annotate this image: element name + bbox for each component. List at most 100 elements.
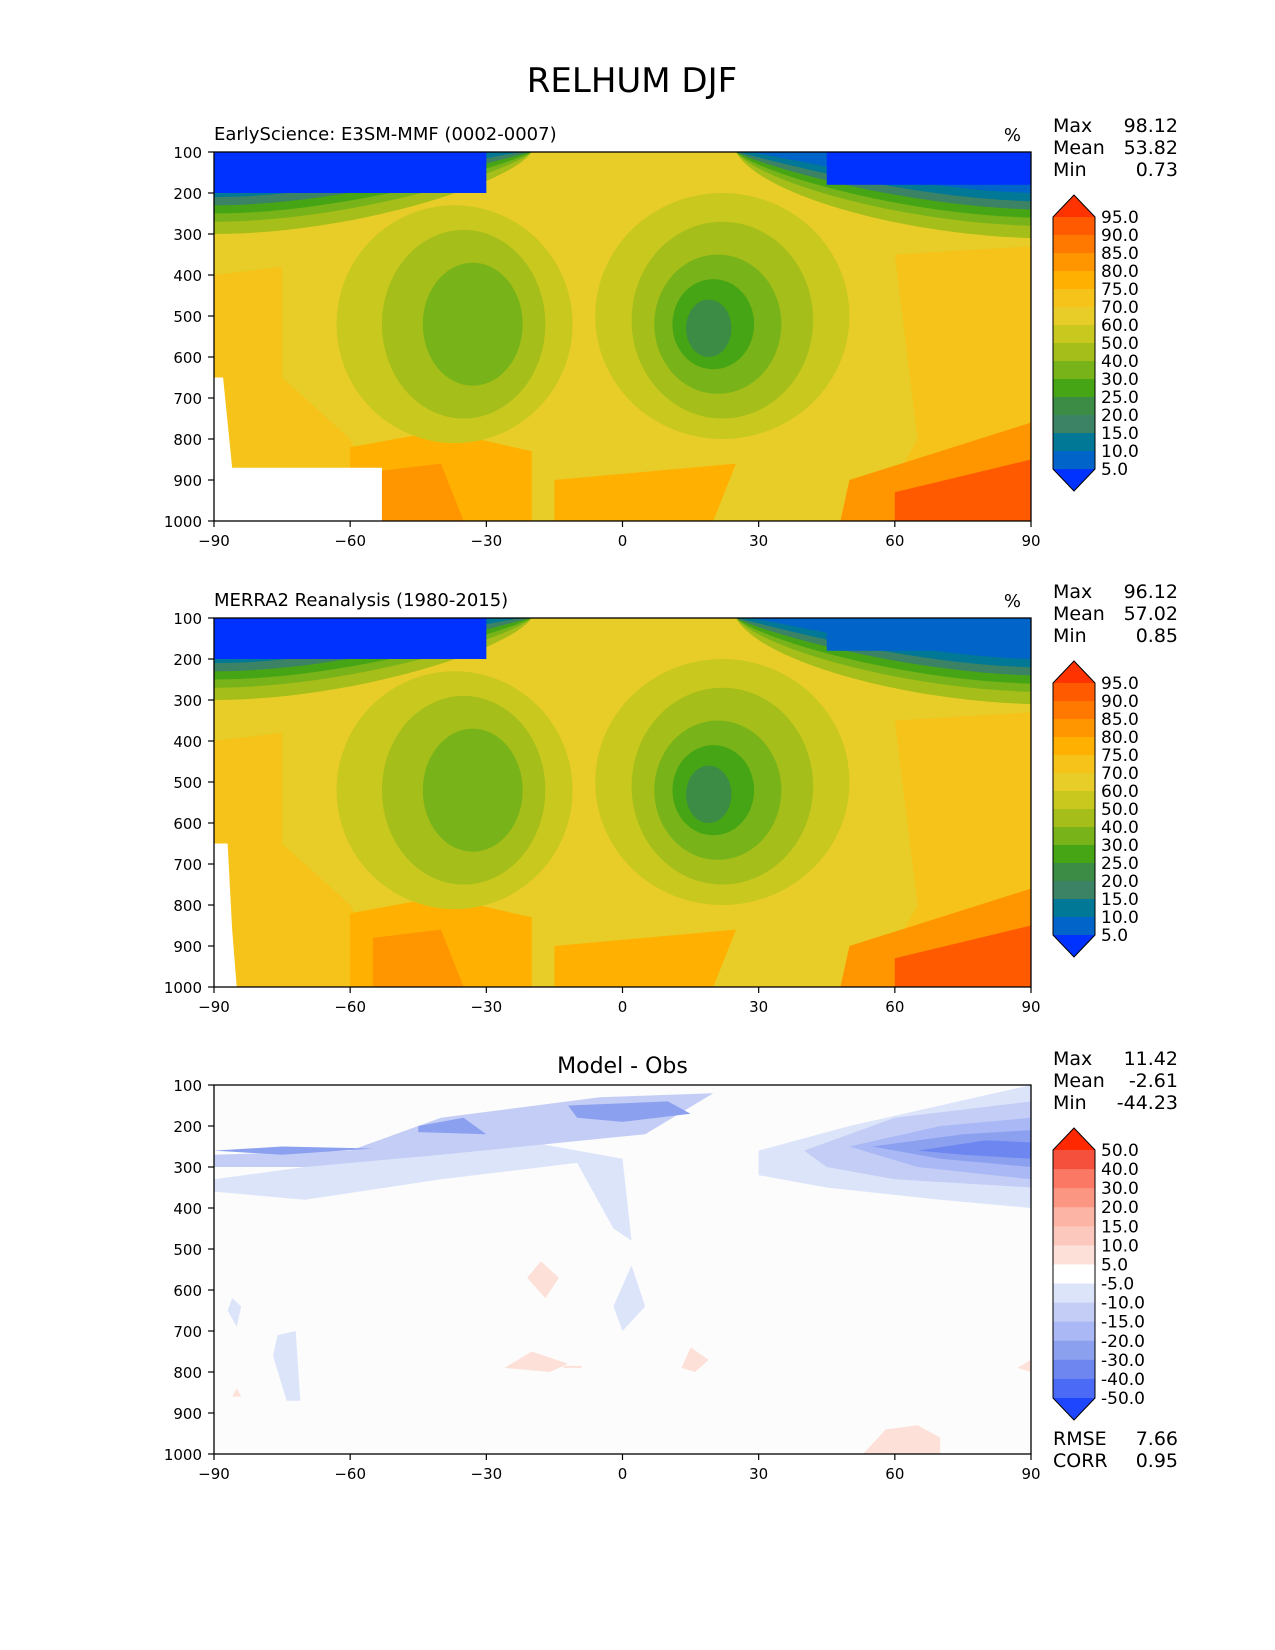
- colorbar: 95.090.085.080.075.070.060.050.040.030.0…: [1052, 660, 1139, 958]
- colorbar-segment: [1053, 271, 1095, 290]
- field-contour-pos-4: [863, 1425, 941, 1454]
- colorbar-segment: [1053, 1226, 1095, 1246]
- colorbar-level-label: 20.0: [1101, 1198, 1139, 1218]
- colorbar-segment: [1053, 773, 1095, 792]
- stat-label: Mean: [1053, 1070, 1105, 1092]
- stat-value: 11.42: [1124, 1048, 1178, 1070]
- x-tick-label: −90: [198, 1465, 230, 1483]
- colorbar-segment: [1053, 343, 1095, 362]
- y-tick-label: 500: [173, 774, 202, 792]
- x-tick-label: −90: [198, 998, 230, 1016]
- x-tick-label: 90: [1021, 998, 1040, 1016]
- y-tick-label: 800: [173, 897, 202, 915]
- colorbar-level-label: 10.0: [1101, 442, 1139, 462]
- colorbar-level-label: 80.0: [1101, 728, 1139, 748]
- colorbar-segment: [1053, 899, 1095, 918]
- field-contour-neg-small-1: [227, 1298, 242, 1327]
- x-tick-label: 90: [1021, 1465, 1040, 1483]
- colorbar-level-label: 75.0: [1101, 746, 1139, 766]
- y-tick-label: 100: [173, 1077, 202, 1095]
- field-contour-neg-9: [214, 1146, 373, 1155]
- field-contour-upper-min-nh: [826, 618, 1031, 651]
- colorbar-level-label: 70.0: [1101, 764, 1139, 784]
- y-tick-label: 1000: [164, 1446, 202, 1464]
- colorbar-level-label: 50.0: [1101, 1141, 1139, 1161]
- colorbar-level-label: -5.0: [1101, 1275, 1134, 1295]
- colorbar-segment: [1053, 791, 1095, 810]
- y-tick-label: 700: [173, 1323, 202, 1341]
- colorbar-level-label: 15.0: [1101, 890, 1139, 910]
- colorbar-outline: [1052, 1127, 1096, 1421]
- x-tick-label: 30: [749, 532, 768, 550]
- x-tick-label: 60: [885, 1465, 904, 1483]
- colorbar-level-label: -30.0: [1101, 1351, 1145, 1371]
- colorbar-segment: [1053, 235, 1095, 254]
- panel-title: Model - Obs: [557, 1054, 688, 1079]
- y-tick-label: 100: [173, 610, 202, 628]
- colorbar-level-label: 10.0: [1101, 908, 1139, 928]
- x-tick-label: −60: [334, 1465, 366, 1483]
- colorbar-segment: [1053, 1359, 1095, 1380]
- colorbar-level-label: 95.0: [1101, 674, 1139, 694]
- colorbar-segment: [1053, 881, 1095, 900]
- y-tick-label: 400: [173, 733, 202, 751]
- colorbar-segment: [1053, 1150, 1095, 1170]
- colorbar-segment: [1053, 1378, 1095, 1399]
- colorbar-segment: [1053, 827, 1095, 846]
- colorbar-level-label: 85.0: [1101, 710, 1139, 730]
- colorbar-segment: [1053, 1340, 1095, 1361]
- x-tick-label: −30: [471, 532, 503, 550]
- y-tick-label: 1000: [164, 979, 202, 997]
- field-contour-warm-6: [372, 463, 464, 521]
- colorbar-segment: [1053, 701, 1095, 720]
- stat-label: Max: [1053, 1048, 1092, 1070]
- stat-label: Max: [1053, 581, 1092, 603]
- colorbar-level-label: 15.0: [1101, 1217, 1139, 1237]
- missing-data-region: [214, 377, 382, 521]
- colorbar-level-label: 85.0: [1101, 244, 1139, 264]
- colorbar-level-label: 50.0: [1101, 334, 1139, 354]
- colorbar-level-label: -50.0: [1101, 1389, 1145, 1409]
- y-tick-label: 800: [173, 1364, 202, 1382]
- colorbar-segment: [1053, 415, 1095, 434]
- stat-value: -44.23: [1117, 1092, 1178, 1114]
- colorbar-segment: [1053, 289, 1095, 308]
- y-tick-label: 200: [173, 1118, 202, 1136]
- colorbar-segment: [1053, 307, 1095, 326]
- field-contour-dry-2: [422, 262, 523, 386]
- field-contour-warm-3: [554, 929, 736, 987]
- x-tick-label: 0: [618, 532, 628, 550]
- field-contour-dry-7: [686, 299, 732, 357]
- y-tick-label: 400: [173, 1200, 202, 1218]
- colorbar-segment: [1053, 451, 1095, 470]
- y-tick-label: 300: [173, 226, 202, 244]
- panel-units: %: [1004, 591, 1021, 612]
- colorbar-level-label: 75.0: [1101, 280, 1139, 300]
- colorbar-segment: [1053, 325, 1095, 344]
- colorbar-segment: [1053, 1169, 1095, 1189]
- x-tick-label: 0: [618, 1465, 628, 1483]
- field-contour-warm-5: [894, 925, 1031, 987]
- field-contour-warm-3: [554, 463, 736, 521]
- y-tick-label: 600: [173, 1282, 202, 1300]
- y-tick-label: 500: [173, 308, 202, 326]
- colorbar-level-label: 90.0: [1101, 226, 1139, 246]
- field-contour-pos-2: [563, 1365, 582, 1368]
- panel-field: [214, 152, 1031, 521]
- stat-value: 7.66: [1136, 1428, 1178, 1450]
- colorbar-level-label: -10.0: [1101, 1294, 1145, 1314]
- colorbar-extend-bottom: [1053, 469, 1095, 491]
- field-contour-upper-min-nh: [826, 152, 1031, 185]
- colorbar-level-label: 30.0: [1101, 1179, 1139, 1199]
- colorbar-segment: [1053, 917, 1095, 936]
- y-tick-label: 500: [173, 1241, 202, 1259]
- colorbar-segment: [1053, 737, 1095, 756]
- stat-value: 0.85: [1136, 625, 1178, 647]
- x-tick-label: −60: [334, 532, 366, 550]
- y-tick-label: 700: [173, 856, 202, 874]
- x-tick-label: −90: [198, 532, 230, 550]
- colorbar-segment: [1053, 863, 1095, 882]
- stat-label: RMSE: [1053, 1428, 1107, 1450]
- y-tick-label: 300: [173, 1159, 202, 1177]
- panel-ref: MERRA2 Reanalysis (1980-2015) %1002003004…: [164, 581, 1178, 1016]
